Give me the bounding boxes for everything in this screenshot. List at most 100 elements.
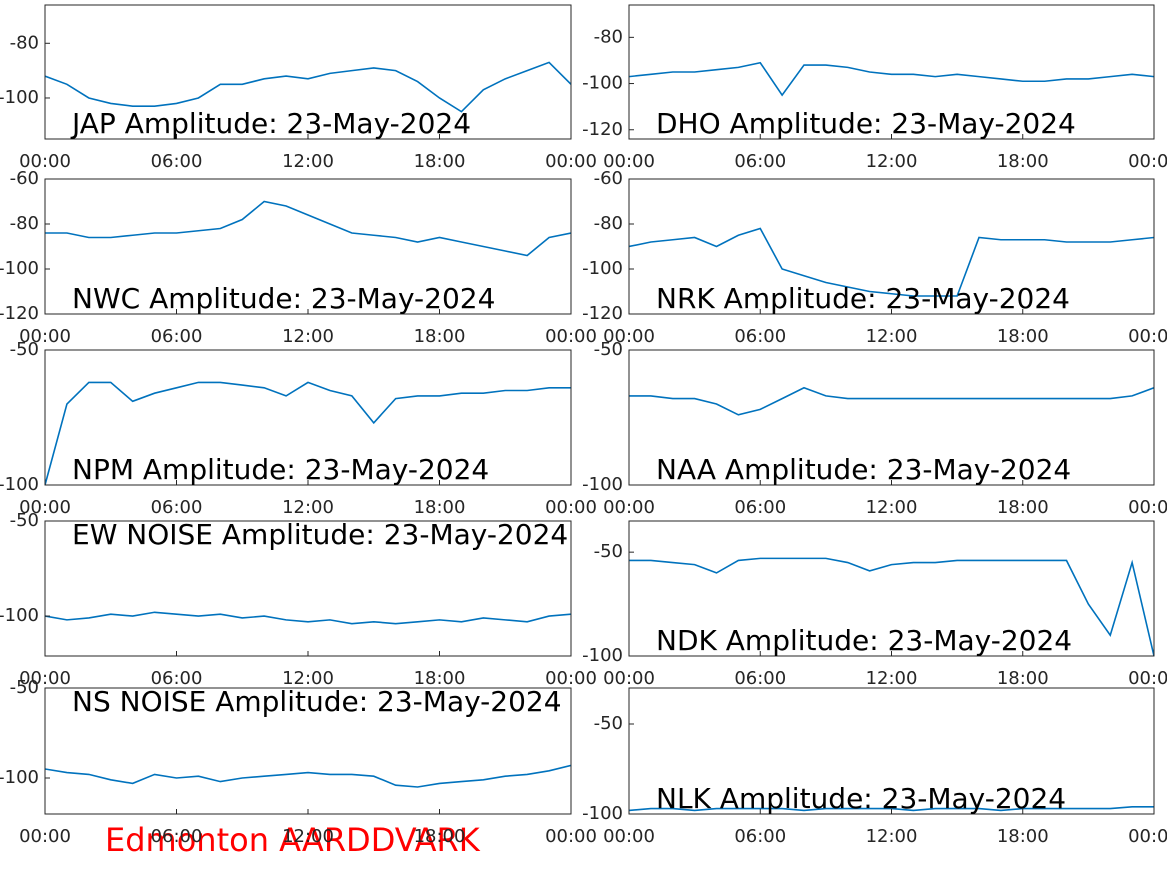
x-tick-label: 12:00 (866, 668, 918, 689)
x-tick-label: 00:00 (545, 668, 597, 689)
series-line (45, 764, 571, 788)
y-tick-label: -120 (582, 303, 623, 324)
series-line (45, 381, 571, 485)
series-line (629, 61, 1154, 97)
series-line (629, 386, 1154, 416)
x-tick-label: 00:00 (19, 826, 71, 847)
subplot-title: JAP Amplitude: 23-May-2024 (70, 107, 471, 140)
x-tick-label: 06:00 (151, 497, 203, 518)
y-tick-label: -100 (0, 767, 39, 788)
x-tick-label: 00:00 (19, 668, 71, 689)
x-tick-label: 06:00 (734, 151, 786, 172)
y-tick-label: -50 (10, 510, 39, 531)
x-tick-label: 06:00 (734, 497, 786, 518)
x-tick-label: 00:00 (545, 497, 597, 518)
series-line (629, 806, 1154, 812)
subplot: -100 -80 00:00 06:00 12:00 18:00 00:00 JAP Ampl… (0, 4, 597, 172)
x-tick-label: 12:00 (282, 826, 334, 847)
x-tick-label: 06:00 (734, 326, 786, 347)
x-tick-label: 06:00 (151, 326, 203, 347)
x-tick-label: 18:00 (414, 668, 466, 689)
y-tick-label: -100 (582, 803, 623, 824)
x-tick-label: 12:00 (866, 497, 918, 518)
y-tick-label: -100 (0, 605, 39, 626)
x-tick-label: 06:00 (151, 668, 203, 689)
series-line (45, 61, 571, 113)
x-tick-label: 18:00 (997, 326, 1049, 347)
subplot-title: NRK Amplitude: 23-May-2024 (656, 282, 1070, 315)
y-tick-label: -120 (582, 119, 623, 140)
y-tick-label: -100 (0, 87, 39, 108)
x-tick-label: 00:00 (545, 151, 597, 172)
x-tick-label: 12:00 (282, 497, 334, 518)
x-tick-label: 00:00 (1128, 668, 1167, 689)
x-tick-label: 06:00 (151, 826, 203, 847)
x-tick-label: 00:00 (603, 668, 655, 689)
subplot-title: NAA Amplitude: 23-May-2024 (656, 453, 1071, 486)
y-tick-label: -80 (594, 26, 623, 47)
caption: Edmonton AARDDVARK (105, 821, 481, 859)
x-tick-label: 12:00 (282, 668, 334, 689)
subplot-title: NLK Amplitude: 23-May-2024 (656, 782, 1066, 815)
x-tick-label: 00:00 (545, 826, 597, 847)
x-tick-label: 06:00 (734, 668, 786, 689)
subplot: -120-100-8000:0006:0012:0018:0000:00DHO … (582, 4, 1167, 172)
subplot-title: EW NOISE Amplitude: 23-May-2024 (72, 518, 568, 551)
x-tick-label: 12:00 (866, 151, 918, 172)
x-tick-label: 06:00 (734, 826, 786, 847)
x-tick-label: 18:00 (414, 497, 466, 518)
x-tick-label: 00:00 (603, 497, 655, 518)
y-tick-label: -50 (10, 339, 39, 360)
x-tick-label: 18:00 (997, 151, 1049, 172)
y-tick-label: -50 (594, 541, 623, 562)
x-tick-label: 12:00 (866, 326, 918, 347)
x-tick-label: 00:00 (1128, 497, 1167, 518)
series-line (629, 557, 1154, 656)
series-line (45, 611, 571, 625)
y-tick-label: -100 (0, 474, 39, 495)
x-tick-label: 00:00 (603, 826, 655, 847)
series-line (629, 227, 1154, 297)
x-tick-label: 18:00 (997, 826, 1049, 847)
y-tick-label: -120 (0, 303, 39, 324)
y-tick-label: -80 (594, 213, 623, 234)
y-tick-label: -100 (0, 258, 39, 279)
y-tick-label: -100 (582, 258, 623, 279)
x-tick-label: 00:00 (1128, 826, 1167, 847)
y-tick-label: -80 (10, 213, 39, 234)
y-tick-label: -100 (582, 645, 623, 666)
x-tick-label: 18:00 (414, 326, 466, 347)
subplot-title: DHO Amplitude: 23-May-2024 (656, 107, 1076, 140)
x-tick-label: 00:00 (19, 326, 71, 347)
subplot-title: NDK Amplitude: 23-May-2024 (656, 624, 1072, 657)
x-tick-label: 00:00 (1128, 326, 1167, 347)
y-tick-label: -60 (594, 168, 623, 189)
x-tick-label: 00:00 (19, 497, 71, 518)
subplot-title: NWC Amplitude: 23-May-2024 (72, 282, 495, 315)
y-tick-label: -60 (10, 168, 39, 189)
subplot-title: NPM Amplitude: 23-May-2024 (72, 453, 489, 486)
y-tick-label: -100 (582, 73, 623, 94)
y-tick-label: -100 (582, 474, 623, 495)
x-tick-label: 00:00 (19, 151, 71, 172)
x-tick-label: 06:00 (151, 151, 203, 172)
x-tick-label: 12:00 (282, 151, 334, 172)
x-tick-label: 00:00 (1128, 151, 1167, 172)
subplot: -120-100-80-6000:0006:0012:0018:0000:00N… (582, 168, 1167, 347)
x-tick-label: 00:00 (603, 326, 655, 347)
y-tick-label: -50 (10, 677, 39, 698)
subplot: -100 -50 00:00 06:00 12:00 18:00 00:00 EW NOISE… (0, 510, 597, 689)
x-tick-label: 00:00 (545, 326, 597, 347)
x-tick-label: 12:00 (866, 826, 918, 847)
x-tick-label: 18:00 (997, 668, 1049, 689)
y-tick-label: -50 (594, 713, 623, 734)
x-tick-label: 12:00 (282, 326, 334, 347)
x-tick-label: 00:00 (603, 151, 655, 172)
x-tick-label: 18:00 (414, 826, 466, 847)
